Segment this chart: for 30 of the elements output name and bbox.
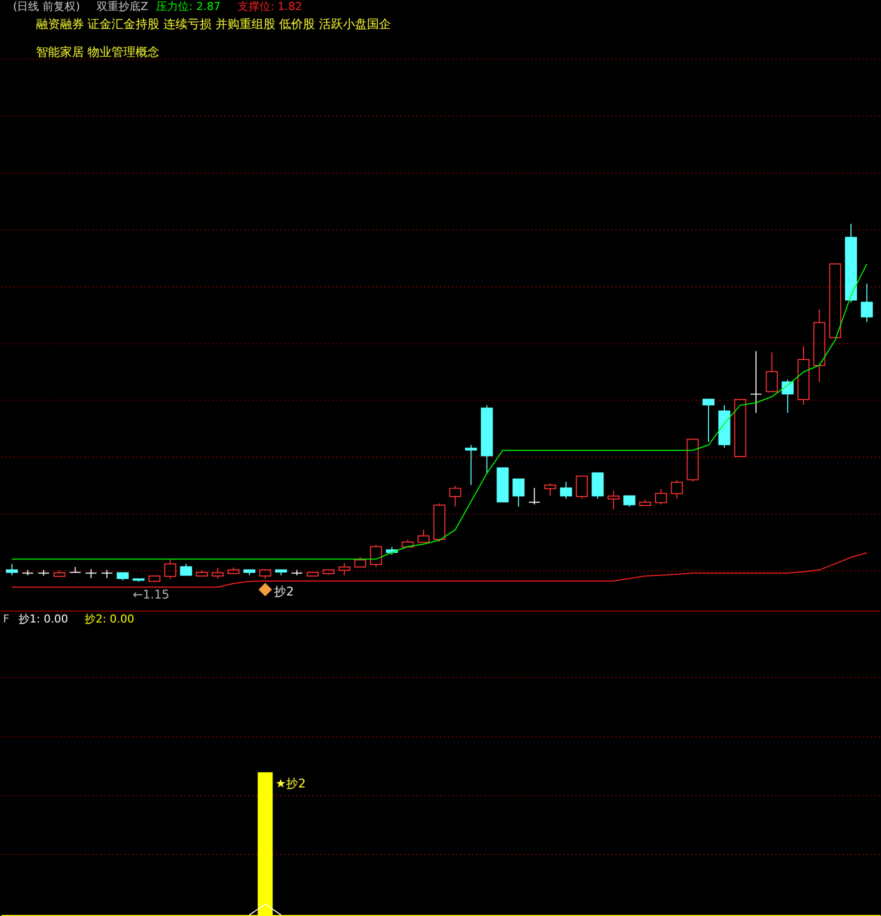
text: 压力位: 2.87	[156, 0, 221, 14]
candlestick	[734, 399, 746, 457]
candlestick	[860, 283, 873, 322]
candlestick	[813, 308, 826, 383]
candlestick	[750, 350, 762, 414]
chart-title: (日线 前复权)	[12, 0, 80, 14]
candlestick	[766, 352, 778, 392]
candlestick	[243, 569, 256, 576]
candlestick	[6, 563, 18, 576]
candlestick	[259, 569, 272, 580]
text: 融资融券 证金汇金持股 连续亏损 并购重组股 低价股 活跃小盘国企	[36, 16, 391, 31]
candlestick	[512, 478, 525, 508]
candlestick	[275, 569, 288, 576]
text: 智能家居 物业管理概念	[36, 44, 160, 59]
chart-subtitle: 双重抄底Z	[96, 0, 149, 14]
text: 支撑位: 1.82	[237, 0, 302, 14]
candlestick	[496, 467, 509, 502]
candlestick	[306, 572, 319, 576]
legend-title: F	[2, 612, 10, 626]
series-label: 抄2	[274, 584, 294, 599]
candlestick	[69, 566, 82, 573]
candlestick	[702, 398, 714, 442]
candlestick	[798, 346, 810, 406]
text: 抄2: 0.00	[84, 612, 134, 626]
candlestick	[829, 263, 842, 338]
candlestick	[148, 575, 160, 582]
annotation: ★抄2	[275, 776, 306, 790]
candlestick	[418, 529, 430, 543]
text: 抄1: 0.00	[18, 612, 68, 626]
text: ←1.15	[132, 588, 170, 602]
